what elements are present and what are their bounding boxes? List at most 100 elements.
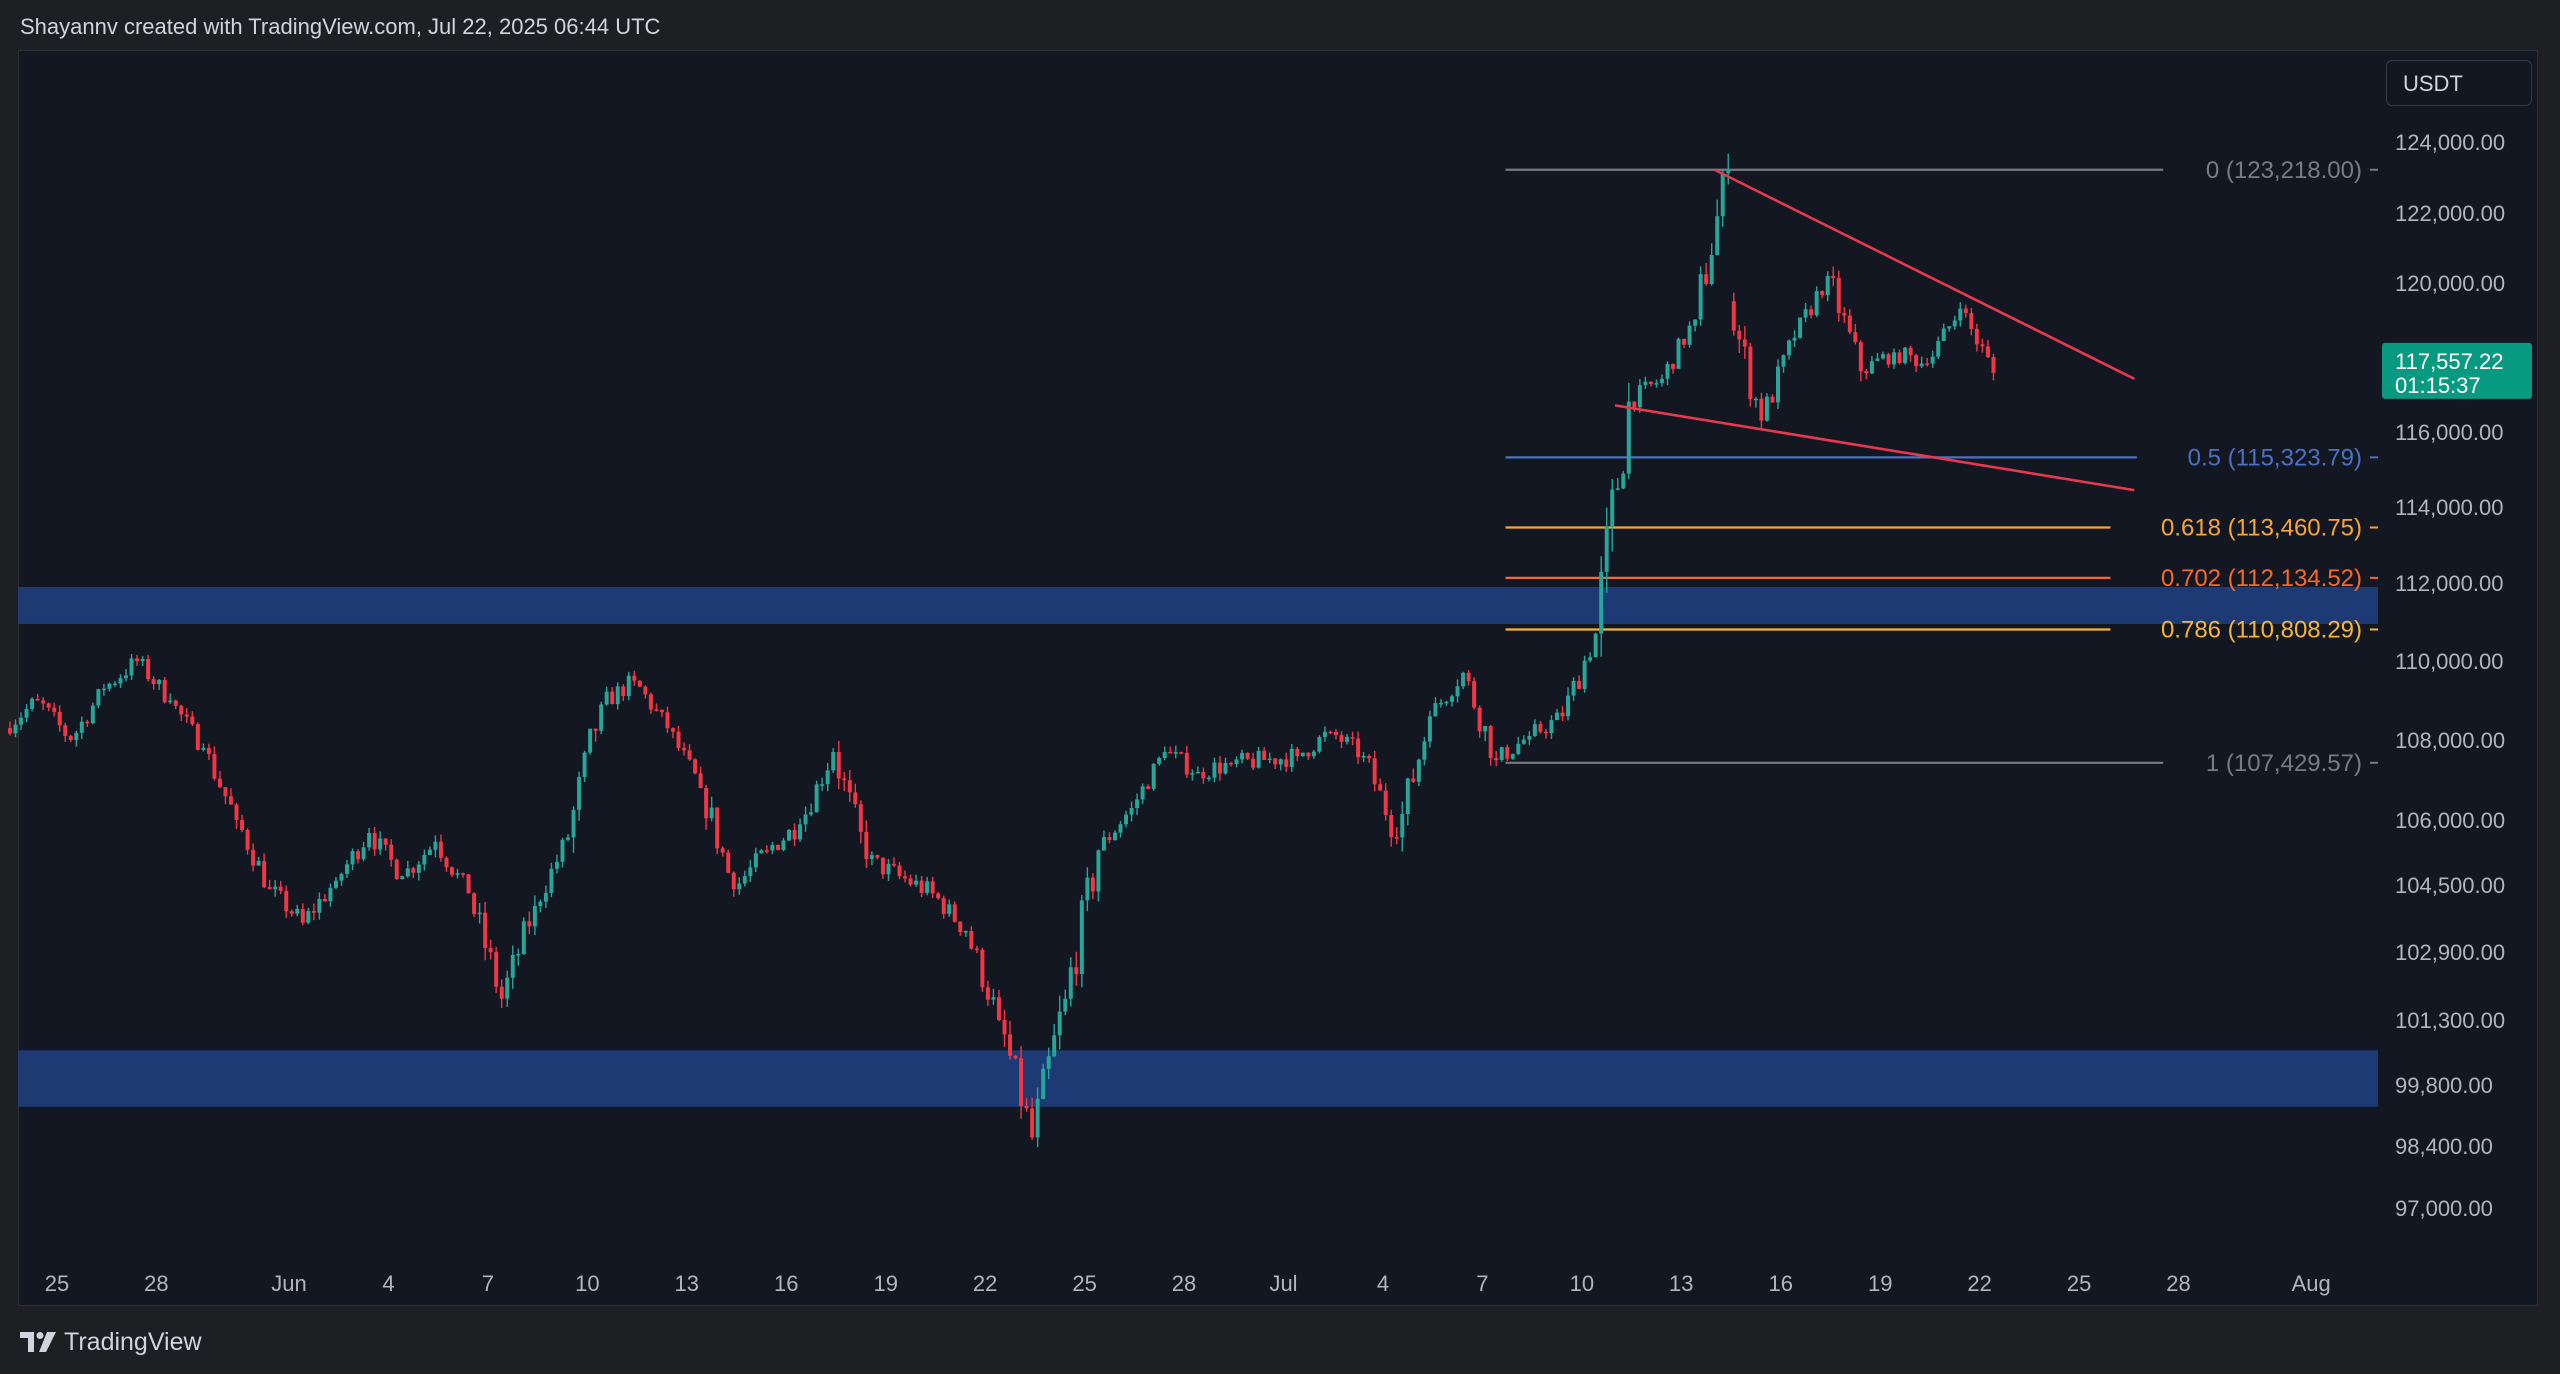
candle[interactable] (1002, 1009, 1007, 1047)
candle[interactable] (1008, 1020, 1013, 1060)
candle[interactable] (720, 846, 725, 857)
candle[interactable] (262, 853, 267, 889)
candle[interactable] (1372, 750, 1377, 792)
candle[interactable] (151, 676, 156, 690)
candle[interactable] (455, 868, 460, 879)
candle[interactable] (825, 762, 830, 792)
candle[interactable] (1676, 337, 1681, 369)
candle[interactable] (781, 837, 786, 852)
candle[interactable] (775, 844, 780, 851)
candle[interactable] (1847, 308, 1852, 335)
candle[interactable] (499, 979, 504, 1008)
candle[interactable] (1124, 810, 1129, 828)
candle[interactable] (383, 838, 388, 851)
candle[interactable] (1289, 744, 1294, 772)
candle[interactable] (875, 854, 880, 860)
candle[interactable] (1566, 687, 1571, 721)
candle[interactable] (1405, 777, 1410, 826)
candle[interactable] (1963, 304, 1968, 318)
candle[interactable] (853, 783, 858, 808)
candle[interactable] (1450, 694, 1455, 707)
candle[interactable] (267, 879, 272, 890)
candle[interactable] (400, 875, 405, 880)
candle[interactable] (880, 857, 885, 879)
candle[interactable] (1184, 745, 1189, 778)
candle[interactable] (1052, 1023, 1057, 1058)
candle[interactable] (919, 875, 924, 898)
candle[interactable] (1074, 951, 1079, 986)
candle[interactable] (996, 989, 1001, 1022)
candle[interactable] (306, 907, 311, 925)
candle[interactable] (1991, 353, 1996, 381)
candle[interactable] (101, 683, 106, 696)
candle[interactable] (1869, 355, 1874, 375)
candle[interactable] (1682, 338, 1687, 348)
candle[interactable] (184, 708, 189, 723)
candle[interactable] (96, 688, 101, 709)
candle[interactable] (1980, 338, 1985, 353)
candle[interactable] (1096, 849, 1101, 902)
candle[interactable] (1068, 957, 1073, 1007)
candle[interactable] (897, 861, 902, 880)
candle[interactable] (1654, 379, 1659, 388)
zone-2[interactable] (18, 1050, 2378, 1107)
candle[interactable] (1024, 1098, 1029, 1112)
candle[interactable] (582, 750, 587, 782)
candle[interactable] (1941, 323, 1946, 342)
candle[interactable] (328, 883, 333, 907)
candle[interactable] (864, 820, 869, 868)
candle[interactable] (1411, 768, 1416, 784)
candle[interactable] (461, 872, 466, 878)
candle[interactable] (295, 904, 300, 917)
candle[interactable] (63, 722, 68, 742)
candle[interactable] (1527, 731, 1532, 745)
candle[interactable] (300, 903, 305, 926)
candle[interactable] (1985, 339, 1990, 358)
candle[interactable] (1295, 746, 1300, 761)
candle[interactable] (1599, 556, 1604, 657)
candle[interactable] (317, 892, 322, 920)
candle[interactable] (952, 901, 957, 923)
candle[interactable] (1416, 758, 1421, 787)
fib-level-0.618[interactable]: 0.618 (113,460.75) (1505, 514, 2378, 541)
candle[interactable] (1543, 728, 1548, 739)
candle[interactable] (621, 684, 626, 702)
candle[interactable] (1361, 751, 1366, 762)
candle[interactable] (13, 719, 18, 738)
candle[interactable] (228, 788, 233, 805)
candle[interactable] (1510, 753, 1515, 760)
candle[interactable] (1831, 266, 1836, 287)
candle[interactable] (1300, 752, 1305, 757)
candle[interactable] (1333, 729, 1338, 740)
candle[interactable] (958, 921, 963, 936)
candle[interactable] (1328, 730, 1333, 735)
candle[interactable] (1306, 752, 1311, 760)
candle[interactable] (748, 859, 753, 883)
candle[interactable] (57, 705, 62, 732)
candle[interactable] (488, 939, 493, 960)
candle[interactable] (593, 728, 598, 742)
candle[interactable] (1715, 199, 1720, 256)
candle[interactable] (820, 777, 825, 791)
candle[interactable] (687, 744, 692, 761)
candle[interactable] (1936, 336, 1941, 359)
candle[interactable] (1444, 700, 1449, 706)
candle[interactable] (682, 742, 687, 756)
candle[interactable] (709, 796, 714, 822)
candle[interactable] (610, 687, 615, 705)
candle[interactable] (90, 702, 95, 725)
candle[interactable] (842, 772, 847, 791)
candle[interactable] (969, 926, 974, 950)
candle[interactable] (941, 895, 946, 919)
candle[interactable] (24, 704, 29, 723)
candle[interactable] (1930, 350, 1935, 368)
candle[interactable] (201, 743, 206, 752)
candle[interactable] (438, 834, 443, 862)
fib-level-1[interactable]: 1 (107,429.57) (1505, 750, 2378, 777)
candle[interactable] (466, 874, 471, 894)
candle[interactable] (1035, 1087, 1040, 1148)
candle[interactable] (206, 743, 211, 760)
candle[interactable] (1112, 830, 1117, 841)
candle[interactable] (1240, 749, 1245, 764)
candle[interactable] (311, 903, 316, 921)
